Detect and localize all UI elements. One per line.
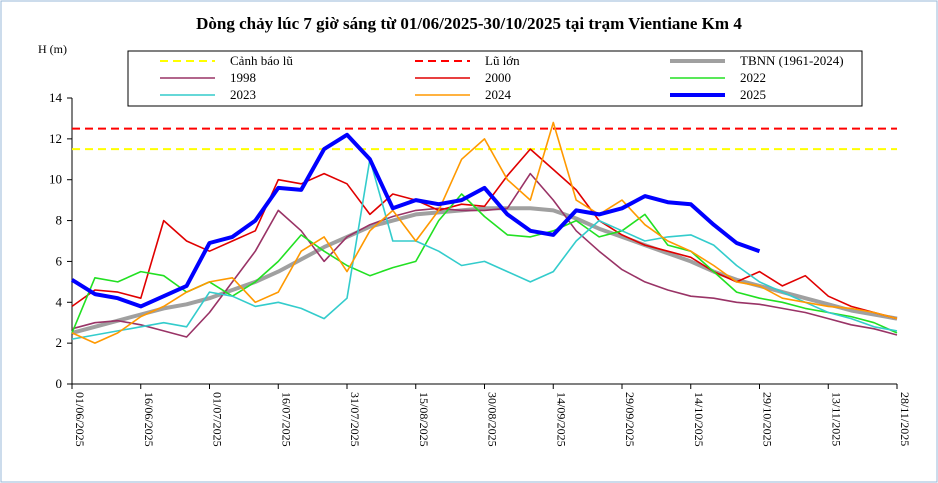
legend-label: Lũ lớn bbox=[485, 53, 520, 68]
x-tick-label: 14/10/2025 bbox=[692, 392, 706, 447]
x-tick-label: 31/07/2025 bbox=[348, 392, 362, 447]
x-tick-label: 13/11/2025 bbox=[829, 392, 843, 446]
series-line bbox=[71, 148, 898, 320]
legend-label: 2023 bbox=[230, 87, 256, 102]
y-tick-label: 2 bbox=[56, 335, 63, 350]
legend-label: TBNN (1961-2024) bbox=[740, 53, 844, 68]
x-tick-label: 14/09/2025 bbox=[554, 392, 568, 447]
chart-title: Dòng chảy lúc 7 giờ sáng từ 01/06/2025-3… bbox=[196, 14, 742, 33]
legend-label: Cảnh báo lũ bbox=[230, 53, 293, 68]
legend-label: 2022 bbox=[740, 70, 766, 85]
x-tick-label: 16/07/2025 bbox=[279, 392, 293, 447]
y-tick-label: 10 bbox=[49, 172, 62, 187]
y-tick-label: 0 bbox=[56, 376, 63, 391]
x-tick-label: 01/07/2025 bbox=[211, 392, 225, 447]
x-tick-label: 28/11/2025 bbox=[898, 392, 912, 446]
legend-label: 2024 bbox=[485, 87, 512, 102]
y-tick-label: 12 bbox=[49, 131, 62, 146]
series-line bbox=[71, 158, 898, 340]
x-tick-label: 30/08/2025 bbox=[486, 392, 500, 447]
x-tick-label: 15/08/2025 bbox=[417, 392, 431, 447]
series-line bbox=[71, 172, 898, 338]
legend-label: 2000 bbox=[485, 70, 511, 85]
x-tick-label: 29/09/2025 bbox=[623, 392, 637, 447]
y-tick-label: 6 bbox=[56, 253, 63, 268]
x-tick-label: 16/06/2025 bbox=[142, 392, 156, 447]
legend-label: 2025 bbox=[740, 87, 766, 102]
legend-box bbox=[127, 50, 863, 107]
y-tick-label: 14 bbox=[49, 90, 63, 105]
y-axis-label: H (m) bbox=[38, 42, 67, 56]
series-line bbox=[71, 121, 898, 344]
y-tick-label: 8 bbox=[56, 213, 63, 228]
x-tick-label: 01/06/2025 bbox=[73, 392, 87, 447]
series-line bbox=[70, 132, 761, 309]
legend-label: 1998 bbox=[230, 70, 256, 85]
y-tick-label: 4 bbox=[56, 294, 63, 309]
x-tick-label: 29/10/2025 bbox=[761, 392, 775, 447]
